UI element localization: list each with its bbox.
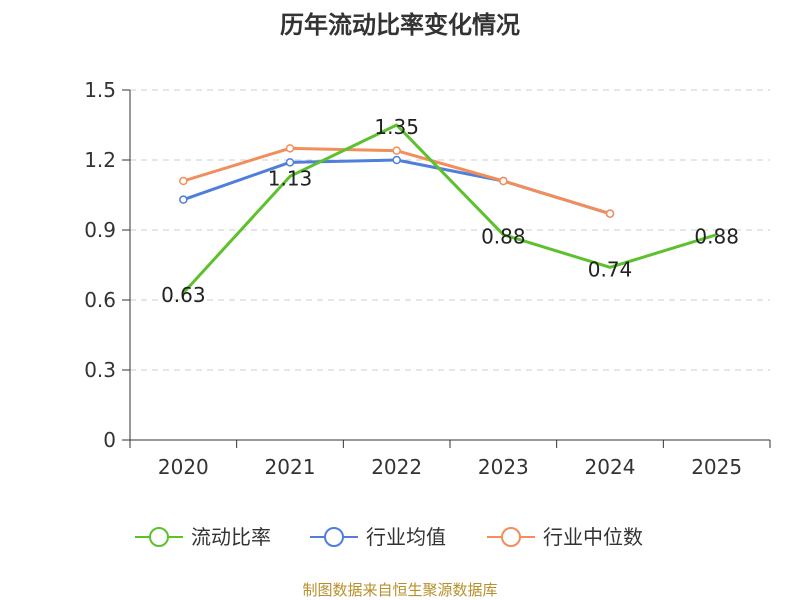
y-tick-label: 0.3 [84, 358, 116, 382]
grid [130, 89, 770, 371]
data-labels: 0.63 1.13 1.35 0.88 0.74 0.88 [161, 115, 739, 307]
data-label: 0.63 [161, 283, 206, 307]
x-tick-label: 2024 [585, 455, 636, 479]
series-1 [179, 155, 615, 218]
legend-swatch-marker [324, 527, 344, 547]
data-label: 0.74 [588, 257, 633, 281]
legend[interactable]: 流动比率 行业均值 行业中位数 [135, 525, 643, 549]
legend-swatch-marker [501, 527, 521, 547]
data-point[interactable] [179, 176, 188, 186]
series-2 [179, 144, 615, 218]
y-tick-label: 1.5 [84, 78, 116, 102]
data-point[interactable] [605, 209, 615, 218]
data-label: 1.35 [374, 115, 419, 139]
y-tick-label: 0.9 [84, 218, 116, 242]
data-point[interactable] [285, 144, 295, 153]
x-tick-label: 2020 [158, 455, 209, 479]
series-line [182, 123, 718, 295]
legend-label: 行业均值 [366, 525, 446, 549]
chart-title: 历年流动比率变化情况 [280, 11, 520, 39]
series-0 [182, 123, 718, 295]
legend-item[interactable]: 行业中位数 [487, 525, 643, 549]
data-label: 0.88 [481, 225, 526, 249]
x-tick-label: 2022 [371, 455, 422, 479]
y-tick-label: 0 [103, 428, 116, 452]
legend-label: 流动比率 [191, 525, 271, 549]
data-point[interactable] [392, 155, 401, 165]
legend-item[interactable]: 行业均值 [310, 525, 446, 549]
data-label: 0.88 [694, 225, 739, 249]
data-point[interactable] [392, 146, 401, 155]
x-tick-label: 2021 [265, 455, 316, 479]
source-note: 制图数据来自恒生聚源数据库 [302, 581, 497, 599]
data-point[interactable] [179, 195, 188, 204]
data-point[interactable] [285, 158, 295, 167]
data-label: 1.13 [268, 166, 313, 190]
y-tick-label: 0.6 [84, 288, 116, 312]
series-lines [179, 123, 718, 295]
x-tick-label: 2023 [478, 455, 529, 479]
y-tick-label: 1.2 [84, 148, 116, 172]
data-point[interactable] [499, 176, 508, 186]
legend-label: 行业中位数 [543, 525, 643, 549]
series-line [182, 158, 611, 216]
axes: 0 0.3 0.6 0.9 1.2 1.5 2020 2021 2022 2023 2024 2025 [84, 78, 771, 479]
x-tick-label: 2025 [691, 455, 742, 479]
legend-swatch-marker [149, 527, 169, 547]
legend-item[interactable]: 流动比率 [135, 525, 271, 549]
